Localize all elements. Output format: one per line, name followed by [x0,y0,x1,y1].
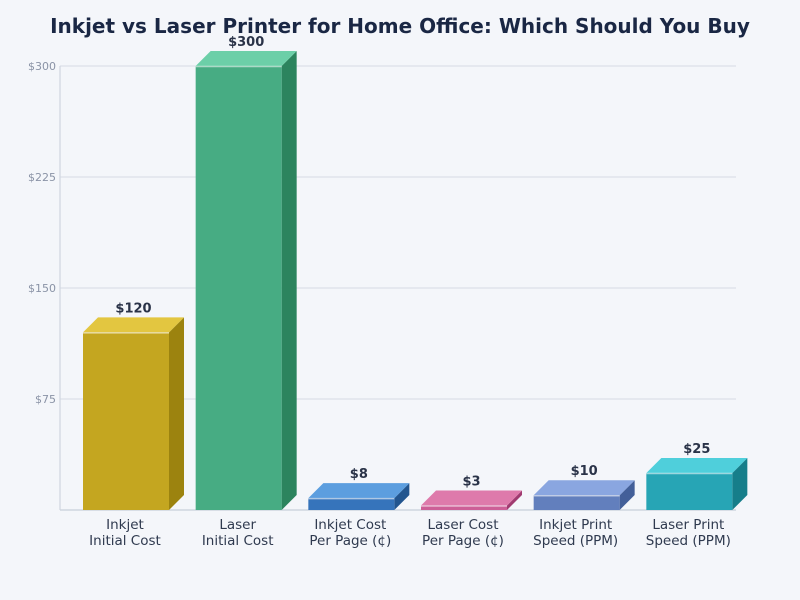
bar-top-face [83,317,184,333]
y-tick-label: $150 [28,282,56,295]
bar-top-face [308,483,410,499]
bar-side-face [732,458,748,510]
y-tick-label: $300 [28,60,56,73]
chart-title: Inkjet vs Laser Printer for Home Office:… [50,14,750,38]
bar-side-face [507,490,522,510]
bar-front-face [308,498,395,510]
bar-side-face [394,483,410,510]
bar-value-label: $8 [350,467,368,482]
bar-top-face [421,490,522,506]
x-category-label: Laser Cost [428,517,499,533]
y-tick-label: $75 [35,393,56,406]
bar-front-face [533,495,620,510]
y-tick-label: $225 [28,171,56,184]
bar-front-face [195,66,282,510]
bar-top-face [533,480,635,496]
x-category-label: Inkjet Print [539,517,612,533]
x-category-label: Per Page (¢) [422,533,504,549]
x-category-label: Laser [219,517,256,533]
x-category-label: Speed (PPM) [646,533,731,549]
x-category-label: Per Page (¢) [309,533,391,549]
bar-front-face [646,473,733,510]
bar-front-face [421,505,507,510]
bar-side-face [281,51,297,510]
x-category-label: Laser Print [652,517,724,533]
x-category-label: Initial Cost [202,533,274,549]
bar-value-label: $300 [228,35,264,50]
bar-value-label: $120 [115,301,151,316]
x-category-label: Speed (PPM) [533,533,618,549]
bar-side-face [169,317,184,510]
bar-front-face [83,332,169,510]
bar-top-face [195,51,297,66]
bar-value-label: $3 [462,475,480,490]
bar-value-label: $10 [571,464,598,479]
x-category-label: Inkjet Cost [314,517,386,533]
x-category-label: Initial Cost [89,533,161,549]
bar-side-face [619,480,635,510]
x-category-label: Inkjet [106,517,144,533]
bar-value-label: $25 [683,442,710,457]
bar-top-face [646,458,748,473]
